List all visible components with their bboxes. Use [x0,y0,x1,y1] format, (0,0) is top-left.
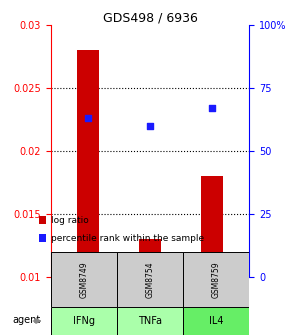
Bar [51,252,117,307]
Text: GSM8759: GSM8759 [212,261,221,298]
Title: GDS498 / 6936: GDS498 / 6936 [103,11,197,24]
Bar [201,176,223,277]
Bar [183,307,249,335]
Bar [77,50,99,277]
Bar [117,307,183,335]
Text: GSM8749: GSM8749 [79,261,88,298]
Text: percentile rank within the sample: percentile rank within the sample [51,234,204,243]
Bar [39,216,46,224]
Text: TNFa: TNFa [138,316,162,326]
Text: GSM8754: GSM8754 [146,261,155,298]
Text: IL4: IL4 [209,316,224,326]
Text: IFNg: IFNg [73,316,95,326]
Text: agent: agent [13,314,41,325]
Bar [39,234,46,242]
Bar [183,252,249,307]
Bar [139,239,161,277]
Bar [117,252,183,307]
Point [86,116,90,121]
Bar [51,307,117,335]
Point [148,123,153,128]
Text: log ratio: log ratio [51,216,89,224]
Point [210,106,215,111]
